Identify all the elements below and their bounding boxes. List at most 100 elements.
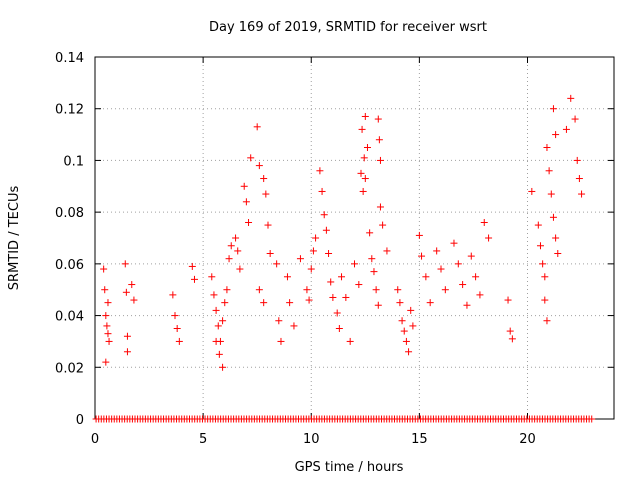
data-point bbox=[361, 112, 369, 120]
data-point bbox=[459, 281, 467, 289]
data-point bbox=[508, 335, 516, 343]
data-point bbox=[383, 247, 391, 255]
data-point bbox=[307, 265, 315, 273]
x-axis-label: GPS time / hours bbox=[295, 460, 404, 475]
data-point bbox=[121, 260, 129, 268]
data-point bbox=[312, 234, 320, 242]
y-tick-label: 0.06 bbox=[55, 258, 84, 273]
data-point bbox=[333, 309, 341, 317]
data-point bbox=[528, 187, 536, 195]
data-point bbox=[320, 211, 328, 219]
data-point bbox=[375, 136, 383, 144]
data-point bbox=[454, 260, 462, 268]
data-point bbox=[260, 299, 268, 307]
data-point bbox=[545, 167, 553, 175]
data-point bbox=[374, 301, 382, 309]
y-tick-label: 0.08 bbox=[55, 206, 84, 221]
data-point bbox=[575, 175, 583, 183]
data-point bbox=[104, 299, 112, 307]
data-point bbox=[379, 221, 387, 229]
x-tick-label: 10 bbox=[303, 432, 320, 447]
data-point bbox=[480, 218, 488, 226]
data-point bbox=[286, 299, 294, 307]
data-point bbox=[173, 325, 181, 332]
data-point bbox=[103, 322, 111, 330]
grid-lines bbox=[95, 57, 614, 419]
x-tick-label: 20 bbox=[519, 432, 536, 447]
data-point bbox=[571, 115, 579, 123]
data-point bbox=[325, 250, 333, 258]
y-tick-labels: 0 0.02 0.04 0.06 0.08 0.1 0.12 0.14 bbox=[55, 51, 84, 428]
data-point bbox=[396, 299, 404, 307]
data-point bbox=[232, 234, 240, 242]
data-point bbox=[376, 156, 384, 164]
data-point bbox=[415, 231, 423, 239]
data-point bbox=[309, 247, 317, 255]
data-point bbox=[335, 325, 343, 332]
data-point bbox=[398, 317, 406, 325]
data-point bbox=[188, 262, 196, 270]
data-point bbox=[262, 190, 270, 198]
data-point bbox=[355, 281, 363, 289]
data-point bbox=[543, 317, 551, 325]
data-point bbox=[554, 250, 562, 258]
data-point bbox=[359, 187, 367, 195]
y-tick-label: 0.14 bbox=[55, 51, 84, 66]
data-point bbox=[264, 221, 272, 229]
data-point bbox=[322, 226, 330, 234]
data-point bbox=[219, 363, 227, 371]
data-point bbox=[255, 162, 263, 170]
data-point bbox=[366, 229, 374, 237]
data-point bbox=[549, 105, 557, 113]
data-point bbox=[504, 296, 512, 304]
data-point bbox=[190, 275, 198, 283]
data-point bbox=[360, 154, 368, 162]
chart-title: Day 169 of 2019, SRMTID for receiver wsr… bbox=[209, 20, 487, 35]
data-point bbox=[214, 322, 222, 330]
data-point bbox=[358, 125, 366, 133]
data-point bbox=[450, 239, 458, 247]
data-point bbox=[372, 286, 380, 294]
data-point bbox=[485, 234, 493, 242]
data-point bbox=[102, 358, 110, 366]
data-point bbox=[283, 273, 291, 281]
data-point bbox=[247, 154, 255, 162]
data-point bbox=[242, 198, 250, 206]
data-point bbox=[543, 144, 551, 151]
data-point bbox=[240, 182, 248, 190]
data-point bbox=[266, 250, 274, 258]
data-point bbox=[255, 286, 263, 294]
data-point bbox=[130, 296, 138, 304]
y-tick-label: 0.1 bbox=[63, 154, 84, 169]
data-point bbox=[541, 296, 549, 304]
data-point bbox=[212, 337, 220, 345]
data-point bbox=[400, 327, 408, 335]
data-point bbox=[578, 190, 586, 198]
data-point bbox=[370, 268, 378, 276]
data-point bbox=[296, 255, 304, 263]
data-point bbox=[260, 175, 268, 183]
data-point bbox=[275, 317, 283, 325]
data-point bbox=[433, 247, 441, 255]
x-tick-label: 15 bbox=[411, 432, 428, 447]
x-tick-label: 0 bbox=[91, 432, 99, 447]
data-point bbox=[290, 322, 298, 330]
data-point bbox=[227, 242, 235, 250]
data-point bbox=[122, 288, 130, 296]
data-point bbox=[506, 327, 514, 335]
y-tick-label: 0.12 bbox=[55, 103, 84, 118]
data-point bbox=[374, 115, 382, 123]
data-point bbox=[476, 291, 484, 299]
data-point bbox=[245, 218, 253, 226]
data-point bbox=[467, 252, 475, 260]
data-point bbox=[376, 203, 384, 211]
data-point bbox=[552, 234, 560, 242]
data-point bbox=[101, 286, 109, 294]
data-point bbox=[562, 125, 570, 133]
data-point bbox=[463, 301, 471, 309]
data-point bbox=[212, 306, 220, 314]
data-point bbox=[123, 348, 131, 356]
data-point bbox=[541, 273, 549, 281]
data-point bbox=[329, 293, 337, 301]
data-point bbox=[534, 221, 542, 229]
